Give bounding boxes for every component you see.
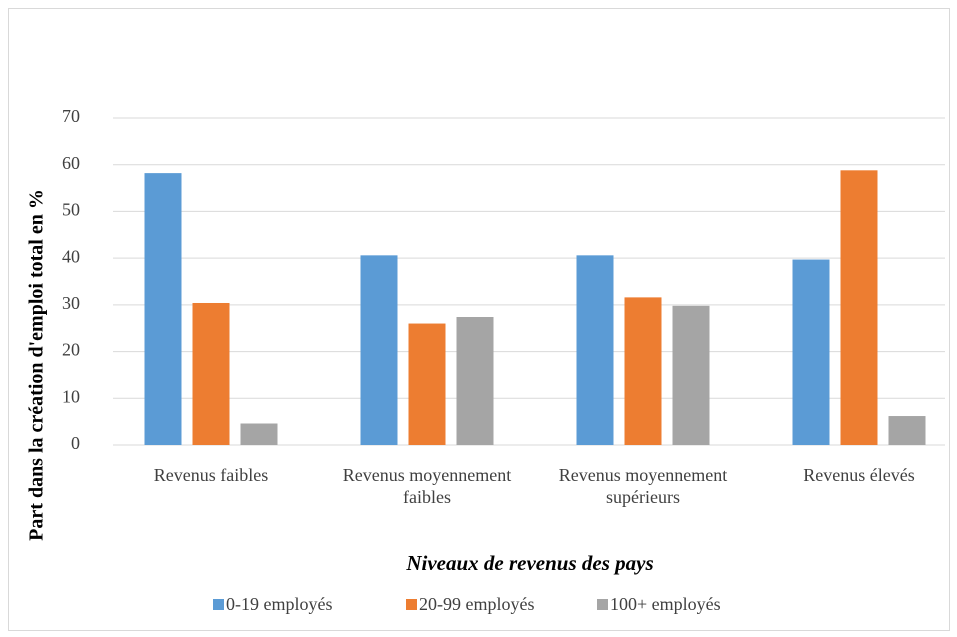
bar	[192, 302, 230, 445]
x-axis-title: Niveaux de revenus des pays	[405, 551, 653, 575]
x-tick-label: Revenus moyennement faibles	[342, 465, 512, 507]
y-tick-label: 40	[62, 246, 80, 266]
bar	[792, 259, 830, 445]
y-tick-label: 30	[62, 293, 80, 313]
bar	[360, 255, 398, 445]
legend-swatch	[597, 599, 608, 610]
y-tick-label: 60	[62, 153, 80, 173]
legend-swatch	[406, 599, 417, 610]
x-tick-label: Revenus faibles	[153, 465, 269, 485]
x-tick-label: Revenus élevés	[803, 465, 915, 485]
bar	[840, 170, 878, 445]
y-tick-label: 70	[62, 106, 80, 126]
bar	[408, 323, 446, 445]
bar	[240, 423, 278, 445]
legend-swatch	[213, 599, 224, 610]
y-tick-label: 0	[71, 433, 80, 453]
bar	[672, 305, 710, 445]
bar	[888, 416, 926, 445]
x-tick-label: Revenus moyennement supérieurs	[558, 465, 728, 507]
bar	[144, 173, 182, 445]
y-tick-label: 10	[62, 386, 80, 406]
legend-label: 100+ employés	[610, 594, 721, 614]
y-tick-label: 20	[62, 340, 80, 360]
bar	[624, 297, 662, 445]
bar	[576, 255, 614, 445]
y-axis-title: Part dans la création d'emploi total en …	[26, 189, 48, 541]
legend-label: 20-99 employés	[419, 594, 534, 614]
y-tick-label: 50	[62, 200, 80, 220]
legend-label: 0-19 employés	[226, 594, 332, 614]
bar	[456, 317, 494, 445]
